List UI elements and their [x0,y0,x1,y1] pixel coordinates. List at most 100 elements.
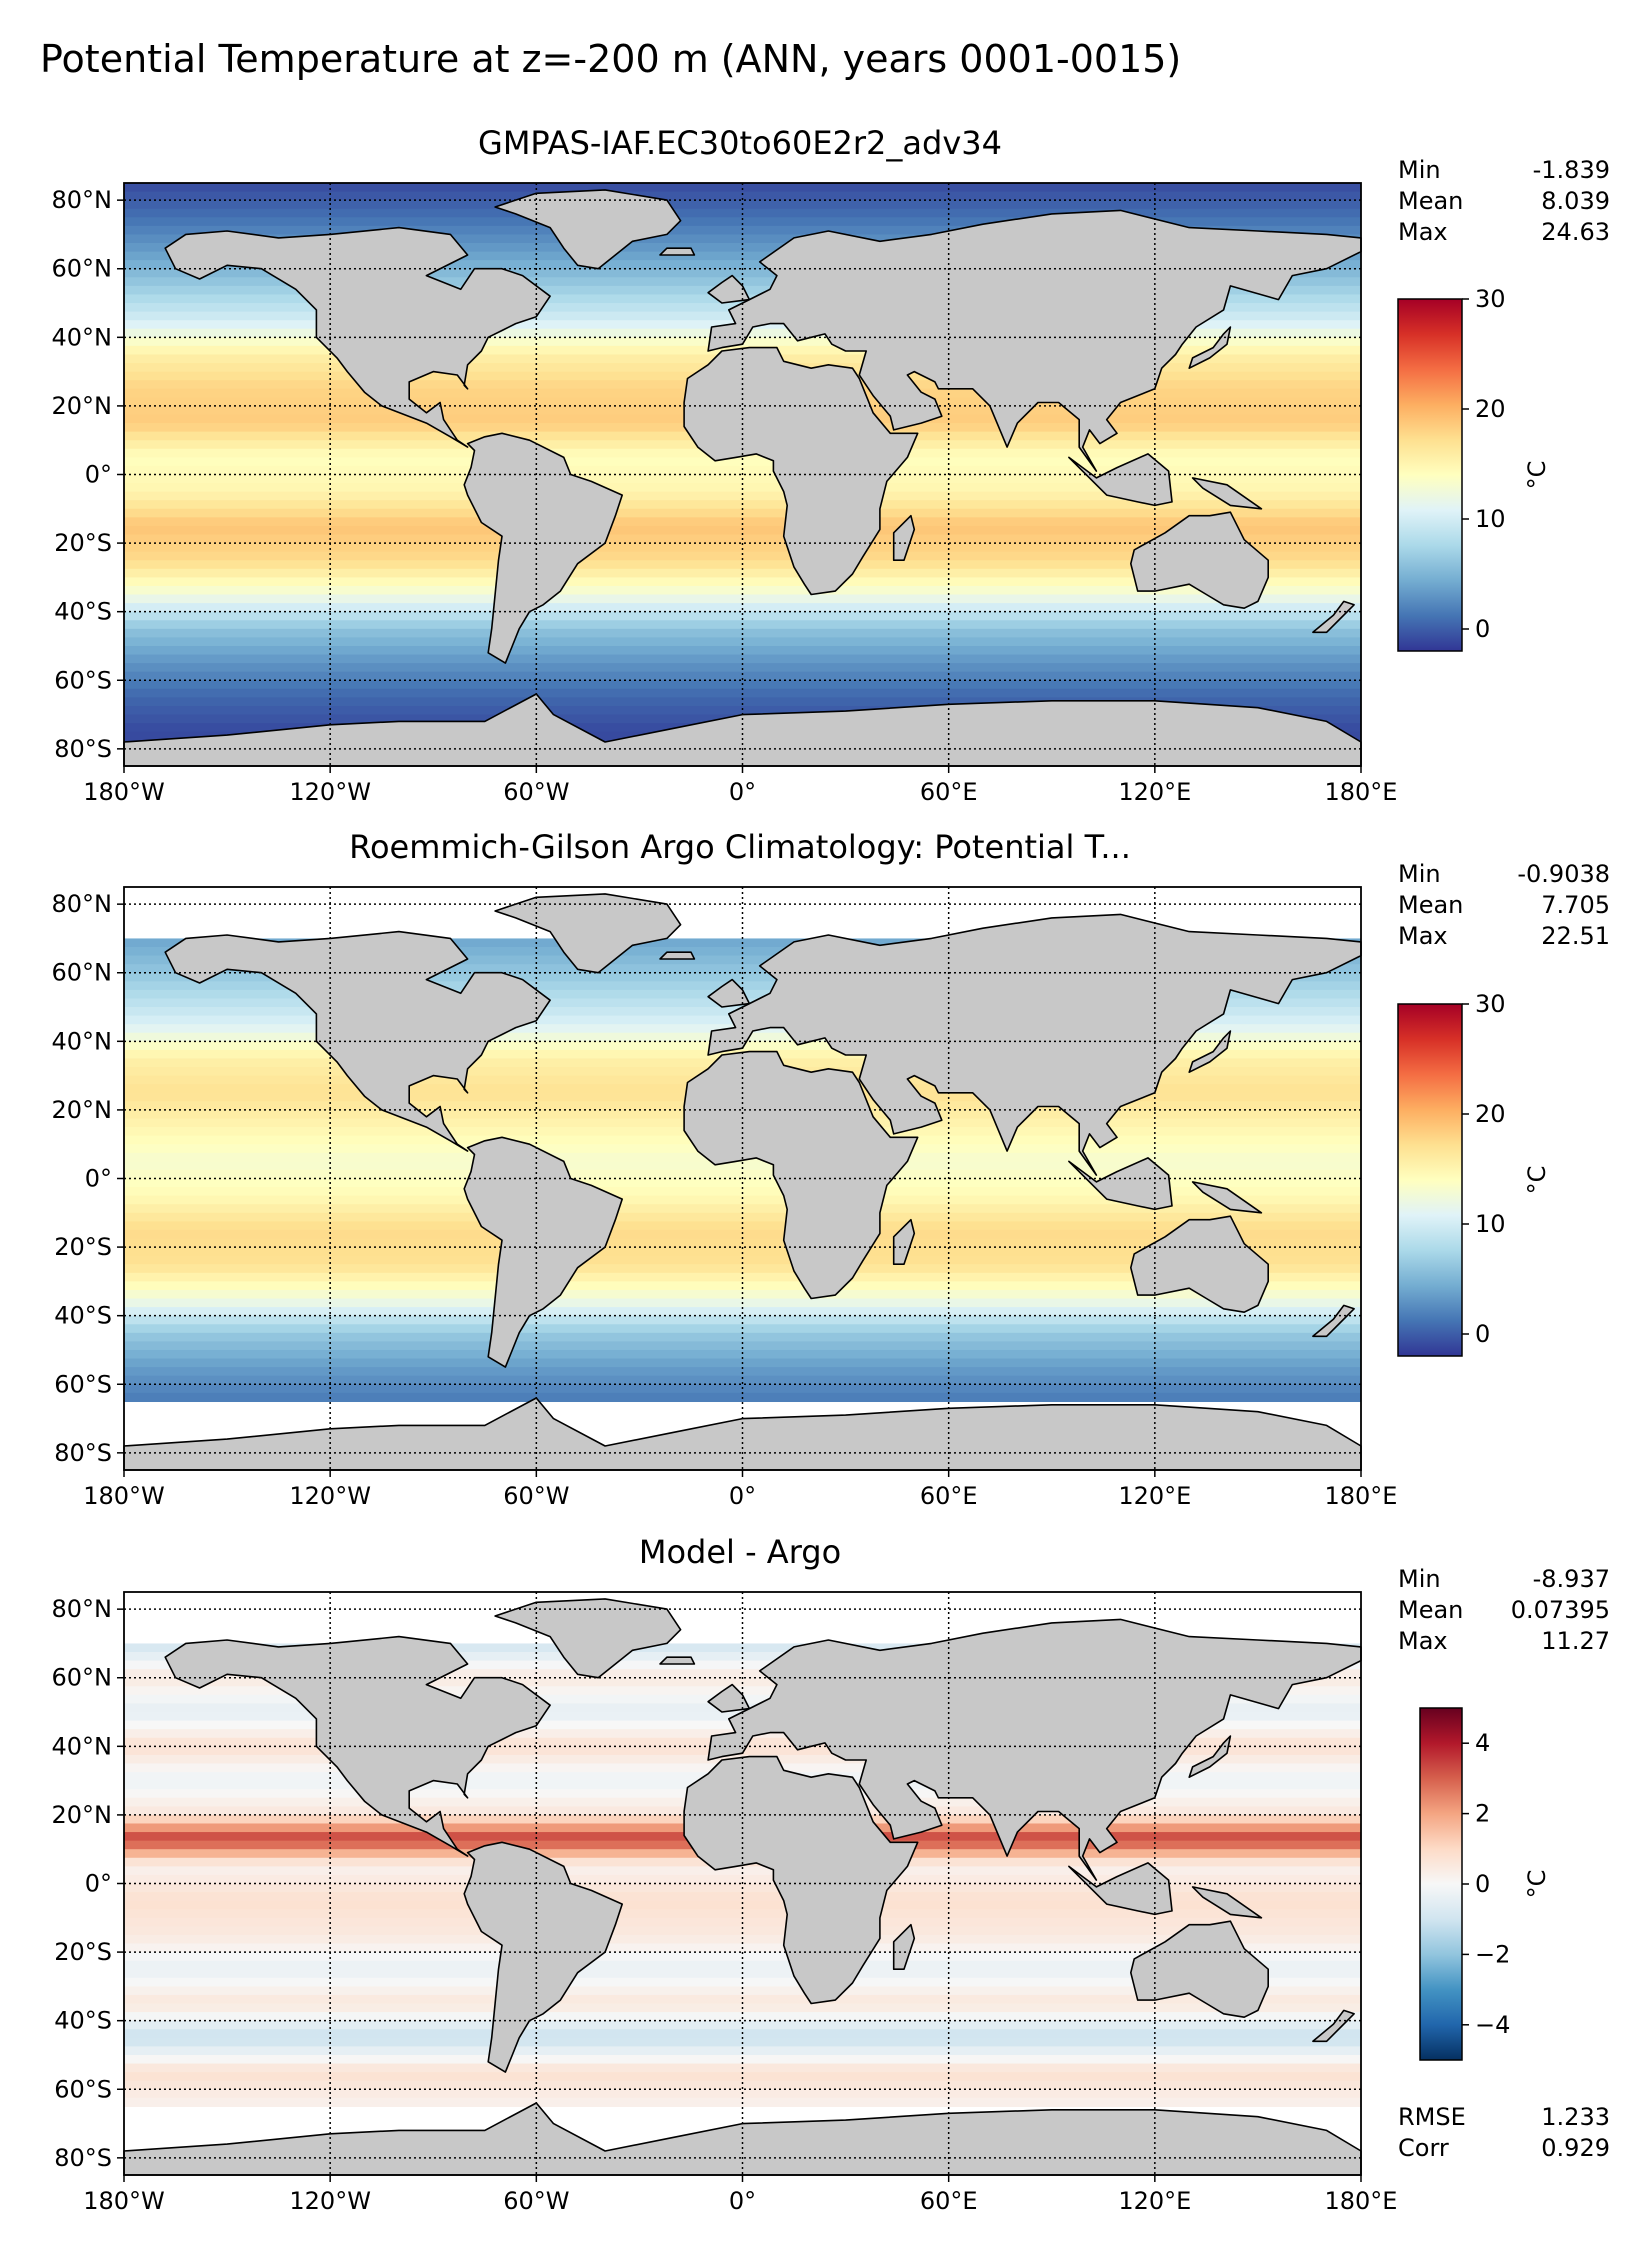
tick-labels: 180°W 120°W 60°W 0° 60°E 120°E 180°E 80°N 60°N 40… [52,890,1398,1510]
y-tick-label: 60°S [54,666,112,694]
south-america-landmass [463,1841,624,2073]
field-band [124,1986,1361,1996]
y-tick-label: 20°S [54,1938,112,1966]
field-band [124,1169,1361,1180]
stat-min-value: -0.9038 [1517,860,1610,888]
stat-mean-value: 8.039 [1541,187,1610,215]
field-band [124,1926,1361,1936]
stat-min-value: -8.937 [1533,1565,1610,1593]
iceland-landmass [659,247,696,256]
field-band [124,603,1361,613]
south-america-landmass [463,432,624,664]
stats-box: Min -1.839 Mean 8.039 Max 24.63 [1398,156,1610,246]
field-band [124,2020,1361,2030]
colorbar: °C 0 10 20 30 [1397,285,1551,652]
x-tick-label: 120°E [1118,778,1191,806]
field-band [124,465,1361,476]
field-band [124,577,1361,587]
field-band [124,637,1361,647]
field-band [124,1900,1361,1910]
tick-labels: 180°W 120°W 60°W 0° 60°E 120°E 180°E 80°N 60°N 40… [52,1595,1398,2215]
japan-landmass [1188,1030,1232,1073]
field-band [124,1247,1361,1257]
x-tick-label: 180°E [1325,2187,1398,2215]
colorbar-tick-label: 4 [1475,1729,1490,1757]
field-band [124,1255,1361,1265]
north-america-landmass [164,930,551,1152]
x-tick-label: 60°E [920,1482,978,1510]
x-tick-label: 120°W [289,2187,371,2215]
field-band [124,517,1361,527]
stat-max-label: Max [1398,1627,1448,1655]
x-tick-label: 180°E [1325,778,1398,806]
y-tick-label: 40°S [54,2007,112,2035]
y-tick-label: 20°N [52,392,113,420]
x-tick-label: 60°W [503,1482,569,1510]
madagascar-landmass [892,1218,916,1265]
colorbar-gradient [1397,298,1463,652]
colorbar-tick-label: 10 [1475,1210,1506,1238]
rmse-value: 1.233 [1541,2103,1610,2131]
stat-min-label: Min [1398,860,1441,888]
field-band [124,1866,1361,1876]
field-band [124,1281,1361,1291]
map-area: 180°W 120°W 60°W 0° 60°E 120°E 180°E 80°N 60°N 40… [52,886,1398,1510]
field-band [124,663,1361,673]
y-tick-label: 40°N [52,323,113,351]
x-tick-label: 60°W [503,2187,569,2215]
stat-mean-value: 7.705 [1541,891,1610,919]
field-band [124,1229,1361,1240]
field-band [124,525,1361,536]
field-band [124,1952,1361,1962]
stat-max-value: 11.27 [1541,1627,1610,1655]
madagascar-landmass [892,514,916,562]
y-tick-label: 20°S [54,1233,112,1261]
stat-max-value: 22.51 [1541,922,1610,950]
colorbar: °C 4 2 0 −2 −4 [1419,1707,1551,2061]
field-band [124,277,1361,287]
field-band [124,551,1361,561]
field-band [124,1686,1361,1696]
colorbar-tick-label: 0 [1475,615,1490,643]
x-tick-label: 0° [729,778,756,806]
new-zealand-landmass [1312,1304,1355,1338]
madagascar-landmass [892,1923,916,1970]
field-band [124,1341,1361,1351]
field-band [124,611,1361,621]
japan-landmass [1188,1735,1232,1778]
field-band [124,1221,1361,1231]
field-band [124,1367,1361,1377]
australia-landmass [1130,1215,1269,1313]
y-tick-label: 80°S [54,2144,112,2172]
x-tick-label: 60°W [503,778,569,806]
y-tick-label: 40°N [52,1732,113,1760]
greenland-landmass [494,189,682,270]
field-band [124,1660,1361,1670]
eurasia-landmass [707,913,1362,1176]
colorbar-tick-label: 30 [1475,285,1506,313]
stat-min-value: -1.839 [1533,156,1610,184]
corr-value: 0.929 [1541,2134,1610,2162]
stats-box: Min -0.9038 Mean 7.705 Max 22.51 [1398,860,1610,950]
figure-title: Potential Temperature at z=-200 m (ANN, … [40,37,1181,81]
uk-ireland-landmass [707,274,751,304]
field-band [124,457,1361,467]
field-band [124,947,1361,957]
field-band [124,1874,1361,1885]
field-band [124,1375,1361,1385]
colorbar-tick-label: −4 [1475,2011,1510,2039]
field-band [124,183,1361,193]
stat-max-value: 24.63 [1541,218,1610,246]
field-band [124,671,1361,681]
y-tick-label: 60°N [52,255,113,283]
field-band [124,585,1361,596]
colorbar-tick-label: −2 [1475,1940,1510,1968]
observation-panel: Roemmich-Gilson Argo Climatology: Potent… [52,828,1611,1510]
y-tick-label: 60°N [52,959,113,987]
map-area: 180°W 120°W 60°W 0° 60°E 120°E 180°E 80°N 60°N 40… [52,1591,1398,2215]
field-band [124,1994,1361,2005]
x-tick-label: 0° [729,1482,756,1510]
colorbar-label: °C [1523,1166,1551,1195]
difference-panel: Model - Argo Min -8.937 Mean 0.07395 Max… [52,1533,1611,2215]
